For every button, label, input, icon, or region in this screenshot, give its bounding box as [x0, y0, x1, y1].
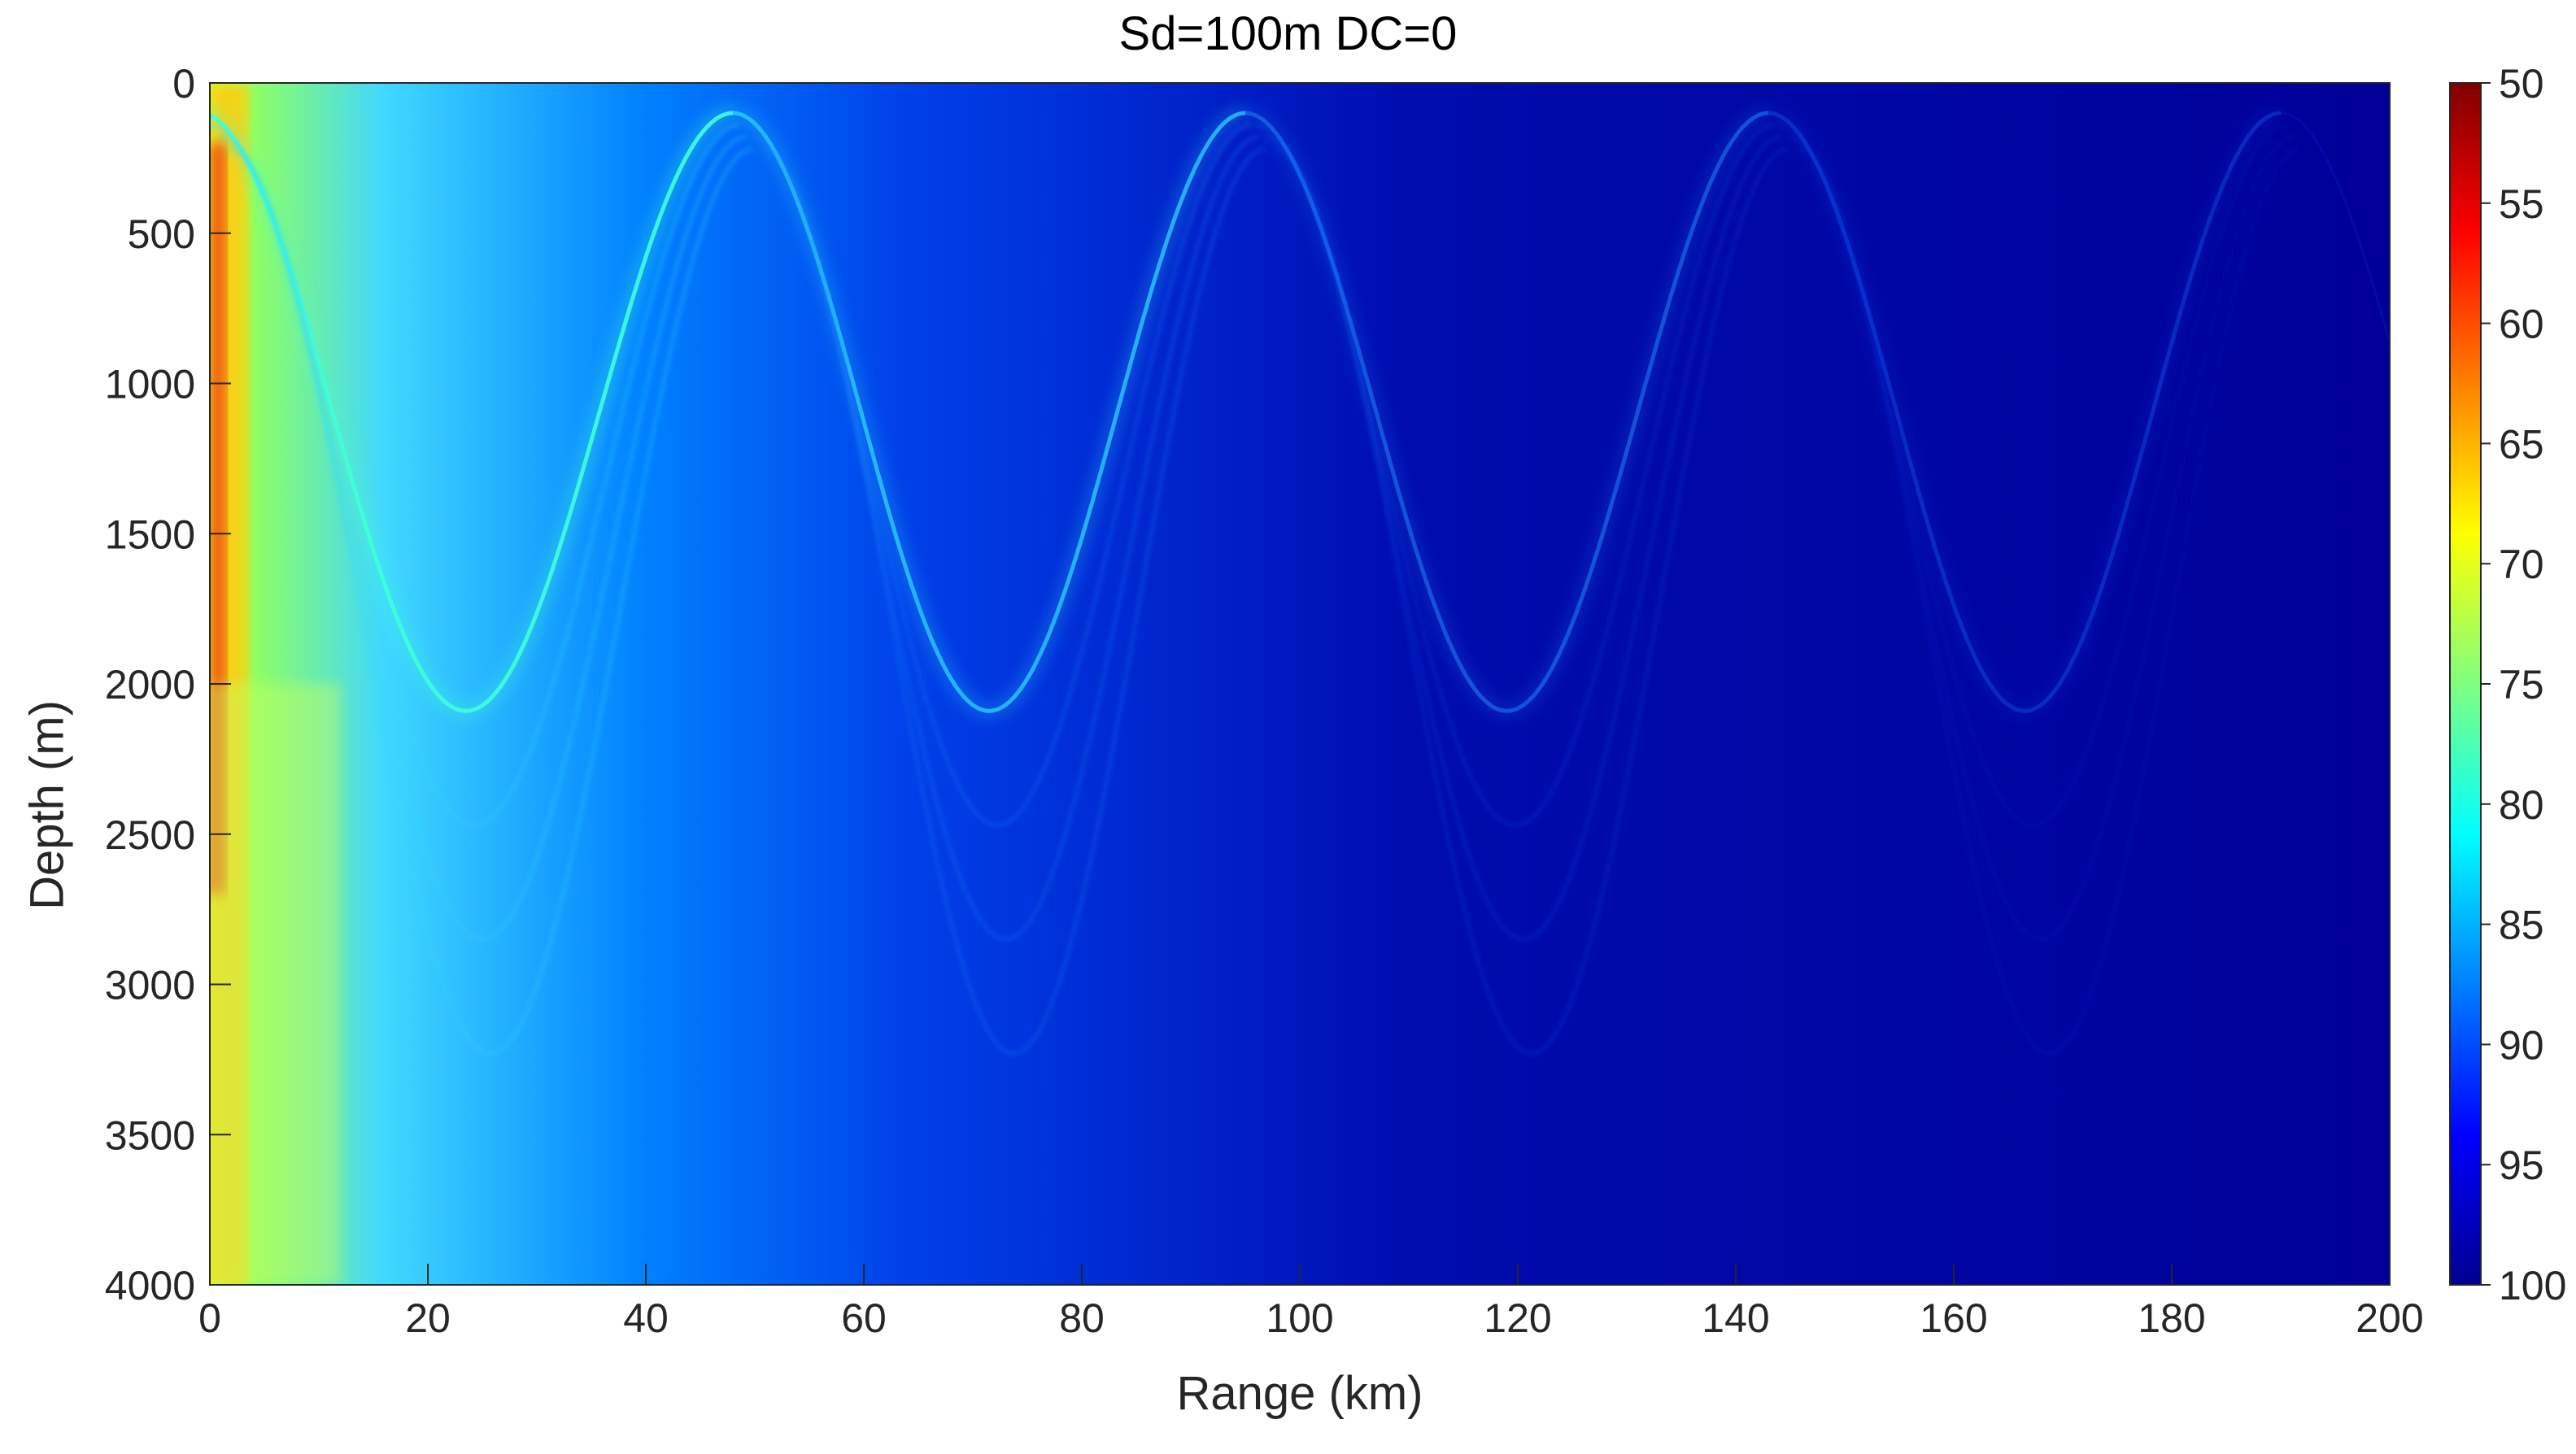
- near-source-lower-glow: [210, 684, 341, 1285]
- y-axis: 0 500 1000 1500 2000 2500 3000 3500 4000: [105, 61, 231, 1308]
- colorbar-tick-label: 100: [2499, 1263, 2566, 1308]
- convergence-zone-arcs: [210, 103, 2390, 1056]
- near-source-field: [210, 83, 341, 1285]
- x-tick-label: 60: [841, 1295, 887, 1341]
- x-tick-label: 200: [2356, 1295, 2423, 1341]
- colorbar-tick-label: 55: [2499, 181, 2544, 227]
- colorbar-gradient: [2449, 82, 2482, 1286]
- y-tick-label: 2000: [105, 662, 195, 707]
- colorbar-tick-label: 80: [2499, 782, 2544, 828]
- colorbar-tick-label: 90: [2499, 1022, 2544, 1068]
- x-tick-label: 0: [198, 1295, 221, 1341]
- cz-branch-arc: [228, 147, 753, 1056]
- x-tick-label: 80: [1059, 1295, 1105, 1341]
- colorbar-tick-label: 95: [2499, 1143, 2544, 1188]
- chart-title: Sd=100m DC=0: [1118, 7, 1458, 60]
- cz-branch-arc: [1274, 147, 1789, 1056]
- x-tick-label: 140: [1702, 1295, 1769, 1341]
- x-tick-label: 100: [1266, 1295, 1333, 1341]
- x-axis-label: Range (km): [1176, 1367, 1423, 1420]
- x-tick-label: 180: [2138, 1295, 2205, 1341]
- colorbar-tick-label: 65: [2499, 421, 2544, 467]
- x-tick-label: 120: [1484, 1295, 1551, 1341]
- y-tick-label: 500: [128, 211, 195, 257]
- cz-tail-arc: [2280, 111, 2390, 348]
- colorbar-tick-label: 75: [2499, 662, 2544, 707]
- y-tick-label: 3500: [105, 1112, 195, 1158]
- colorbar-tick-label: 60: [2499, 302, 2544, 347]
- colorbar: 50 55 60 65 70 75 80 85 90 95 100: [2449, 61, 2566, 1308]
- colorbar-axis: 50 55 60 65 70 75 80 85 90 95 100: [2481, 61, 2566, 1308]
- cz-branch-arc: [762, 147, 1266, 1056]
- y-tick-label: 1500: [105, 512, 195, 557]
- y-tick-label: 3000: [105, 963, 195, 1008]
- colorbar-tick-label: 85: [2499, 903, 2544, 948]
- x-tick-label: 160: [1920, 1295, 1987, 1341]
- colorbar-tick-label: 50: [2499, 61, 2544, 107]
- y-tick-label: 4000: [105, 1263, 195, 1308]
- x-axis: 0 20 40 60 80 100 120 140 160 180 200: [198, 1264, 2424, 1341]
- heatmap-field: [210, 83, 2390, 1285]
- y-tick-label: 1000: [105, 362, 195, 407]
- x-tick-label: 40: [623, 1295, 669, 1341]
- y-tick-label: 0: [172, 61, 195, 107]
- colorbar-tick-label: 70: [2499, 542, 2544, 587]
- x-tick-label: 20: [405, 1295, 451, 1341]
- cz-branch-arc: [1798, 147, 2301, 1056]
- y-tick-label: 2500: [105, 812, 195, 858]
